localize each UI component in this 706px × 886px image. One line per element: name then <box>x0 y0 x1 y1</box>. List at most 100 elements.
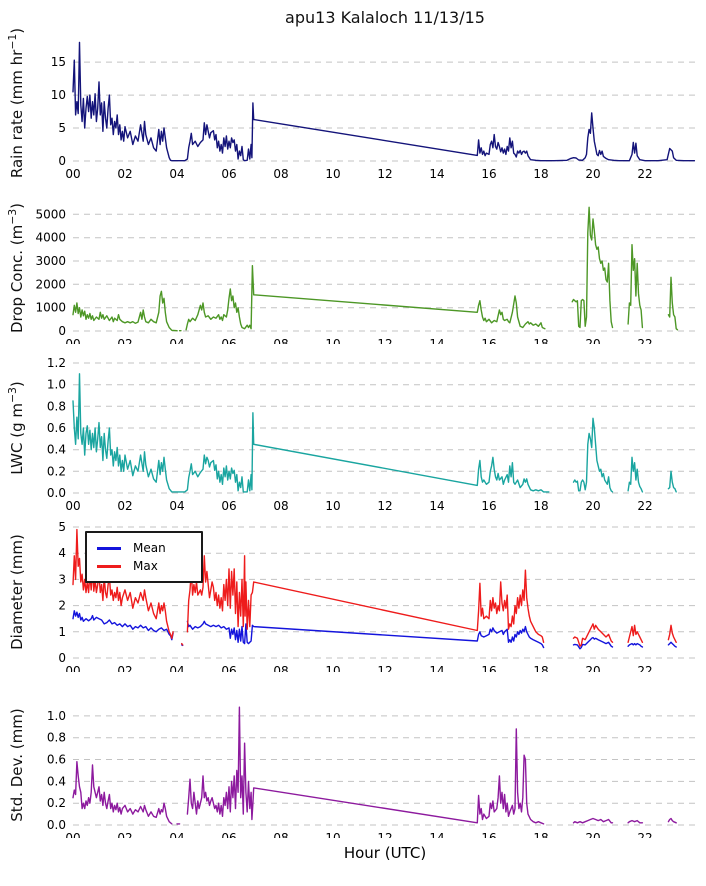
x-tick-label: 18 <box>533 499 548 510</box>
x-tick-label: 04 <box>169 831 184 838</box>
y-tick-label: 1.0 <box>47 378 66 392</box>
legend-entry-max: Max <box>97 557 193 575</box>
series-mean <box>186 620 545 649</box>
y-tick-label: 5000 <box>35 207 66 221</box>
x-tick-label: 04 <box>169 664 184 672</box>
series-mean <box>667 641 677 648</box>
y-tick-label: 0.8 <box>47 399 66 413</box>
x-tick-label: 04 <box>169 499 184 510</box>
x-tick-label: 14 <box>429 831 444 838</box>
y-axis-label-diameter: Diameter (mm) <box>8 534 26 650</box>
x-tick-label: 06 <box>221 337 236 344</box>
x-tick-label: 08 <box>273 664 288 672</box>
y-tick-label: 0.4 <box>47 443 66 457</box>
y-tick-label: 5 <box>58 121 66 135</box>
y-tick-label: 4 <box>58 546 66 560</box>
x-tick-label: 22 <box>637 831 652 838</box>
series-mean <box>72 610 174 641</box>
chart-title: apu13 Kalaloch 11/13/15 <box>285 8 485 27</box>
y-tick-label: 0.6 <box>47 421 66 435</box>
y-tick-label: 0.2 <box>47 796 66 810</box>
std-dev-plot: 0.0 0.2 0.4 0.6 0.8 1.0 00 02 04 06 08 10 12 14 16 18 20… <box>47 706 697 838</box>
series-max <box>186 555 545 644</box>
y-tick-label: 10 <box>51 88 66 102</box>
series-drop-conc- <box>667 276 679 331</box>
series-mean <box>627 642 644 648</box>
y-tick-label: 0.4 <box>47 774 66 788</box>
legend-label-mean: Mean <box>133 541 166 555</box>
x-tick-label: 08 <box>273 831 288 838</box>
x-tick-label: 20 <box>585 831 600 838</box>
subplot-lwc: 0.0 0.2 0.4 0.6 0.8 1.0 1.2 00 02 04 06 08 10 12 14 16 1… <box>0 344 706 510</box>
series-max <box>72 528 174 640</box>
x-tick-label: 14 <box>429 664 444 672</box>
legend: Mean Max <box>85 531 203 583</box>
series-std-dev- <box>186 706 545 825</box>
x-tick-label: 22 <box>637 167 652 181</box>
x-tick-label: 10 <box>325 664 340 672</box>
y-tick-label: 2 <box>58 599 66 613</box>
x-tick-label: 02 <box>117 831 132 838</box>
legend-entry-mean: Mean <box>97 539 193 557</box>
x-tick-label: 18 <box>533 831 548 838</box>
series-mean <box>572 636 614 650</box>
series-lwc <box>627 456 644 493</box>
x-tick-label: 02 <box>117 664 132 672</box>
y-tick-label: 0.6 <box>47 753 66 767</box>
y-tick-label: 0.0 <box>47 818 66 832</box>
y-tick-label: 0.0 <box>47 486 66 500</box>
series-rain-rate <box>72 41 696 162</box>
x-tick-label: 10 <box>325 831 340 838</box>
rain-rate-plot: 0 5 10 15 00 02 04 06 08 10 12 14 16 18 20 22 <box>51 41 697 181</box>
series-std-dev- <box>72 760 173 825</box>
y-axis-label-lwc: LWC (g m−3) <box>6 381 26 475</box>
x-tick-label: 22 <box>637 664 652 672</box>
x-tick-label: 12 <box>377 831 392 838</box>
y-axis-label-std-dev: Std. Dev. (mm) <box>8 708 26 822</box>
max-line-swatch <box>97 564 121 568</box>
y-tick-label: 0 <box>58 324 66 338</box>
x-tick-label: 08 <box>273 499 288 510</box>
x-tick-label: 12 <box>377 337 392 344</box>
x-tick-label: 06 <box>221 664 236 672</box>
x-tick-label: 00 <box>65 499 80 510</box>
x-tick-label: 10 <box>325 167 340 181</box>
x-tick-label: 10 <box>325 499 340 510</box>
x-tick-label: 18 <box>533 337 548 344</box>
y-tick-label: 1000 <box>35 301 66 315</box>
series-lwc <box>667 470 677 493</box>
x-tick-label: 08 <box>273 337 288 344</box>
series-drop-conc- <box>72 290 178 332</box>
y-tick-label: 2000 <box>35 277 66 291</box>
x-tick-label: 06 <box>221 831 236 838</box>
x-tick-label: 00 <box>65 831 80 838</box>
y-tick-label: 0.2 <box>47 464 66 478</box>
x-tick-label: 00 <box>65 167 80 181</box>
x-axis-label: Hour (UTC) <box>343 844 427 862</box>
x-tick-label: 02 <box>117 337 132 344</box>
x-tick-label: 00 <box>65 664 80 672</box>
y-tick-label: 0 <box>58 651 66 665</box>
series-std-dev- <box>572 817 614 824</box>
y-axis-label-drop-conc: Drop Conc. (m−3) <box>6 202 26 334</box>
y-tick-label: 1.0 <box>47 709 66 723</box>
x-axis-label-block: Hour (UTC) <box>0 838 706 886</box>
series-max <box>667 624 677 644</box>
x-tick-label: 06 <box>221 167 236 181</box>
x-tick-label: 16 <box>481 499 496 510</box>
x-tick-label: 20 <box>585 499 600 510</box>
series-std-dev- <box>667 817 677 824</box>
y-tick-label: 0.8 <box>47 731 66 745</box>
x-tick-label: 14 <box>429 337 444 344</box>
x-tick-label: 16 <box>481 831 496 838</box>
subplot-stack: 0 5 10 15 00 02 04 06 08 10 12 14 16 18 20 22 Rain rate… <box>0 28 706 886</box>
x-tick-label: 20 <box>585 167 600 181</box>
x-tick-label: 12 <box>377 499 392 510</box>
subplot-std-dev: 0.0 0.2 0.4 0.6 0.8 1.0 00 02 04 06 08 10 12 14 16 18 20… <box>0 672 706 838</box>
subplot-rain-rate: 0 5 10 15 00 02 04 06 08 10 12 14 16 18 20 22 Rain rate… <box>0 28 706 186</box>
series-drop-conc- <box>627 244 644 329</box>
series-drop-conc- <box>571 206 614 329</box>
y-tick-label: 3 <box>58 572 66 586</box>
series-max <box>572 623 614 647</box>
y-tick-label: 15 <box>51 55 66 69</box>
